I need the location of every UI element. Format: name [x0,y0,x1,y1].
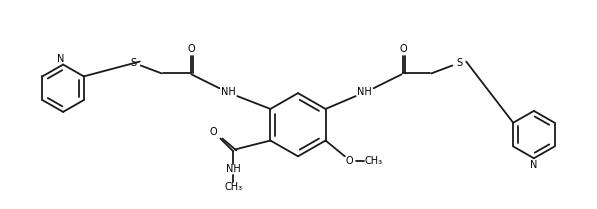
Text: N: N [530,160,537,170]
Text: O: O [346,156,353,166]
Text: NH: NH [226,164,241,174]
Text: NH: NH [221,87,236,97]
Text: O: O [400,44,407,54]
Text: O: O [210,127,217,137]
Text: S: S [456,57,462,68]
Text: CH₃: CH₃ [224,182,242,192]
Text: CH₃: CH₃ [365,156,383,166]
Text: O: O [187,44,195,54]
Text: NH: NH [358,87,372,97]
Text: S: S [131,57,137,68]
Text: N: N [57,54,65,64]
